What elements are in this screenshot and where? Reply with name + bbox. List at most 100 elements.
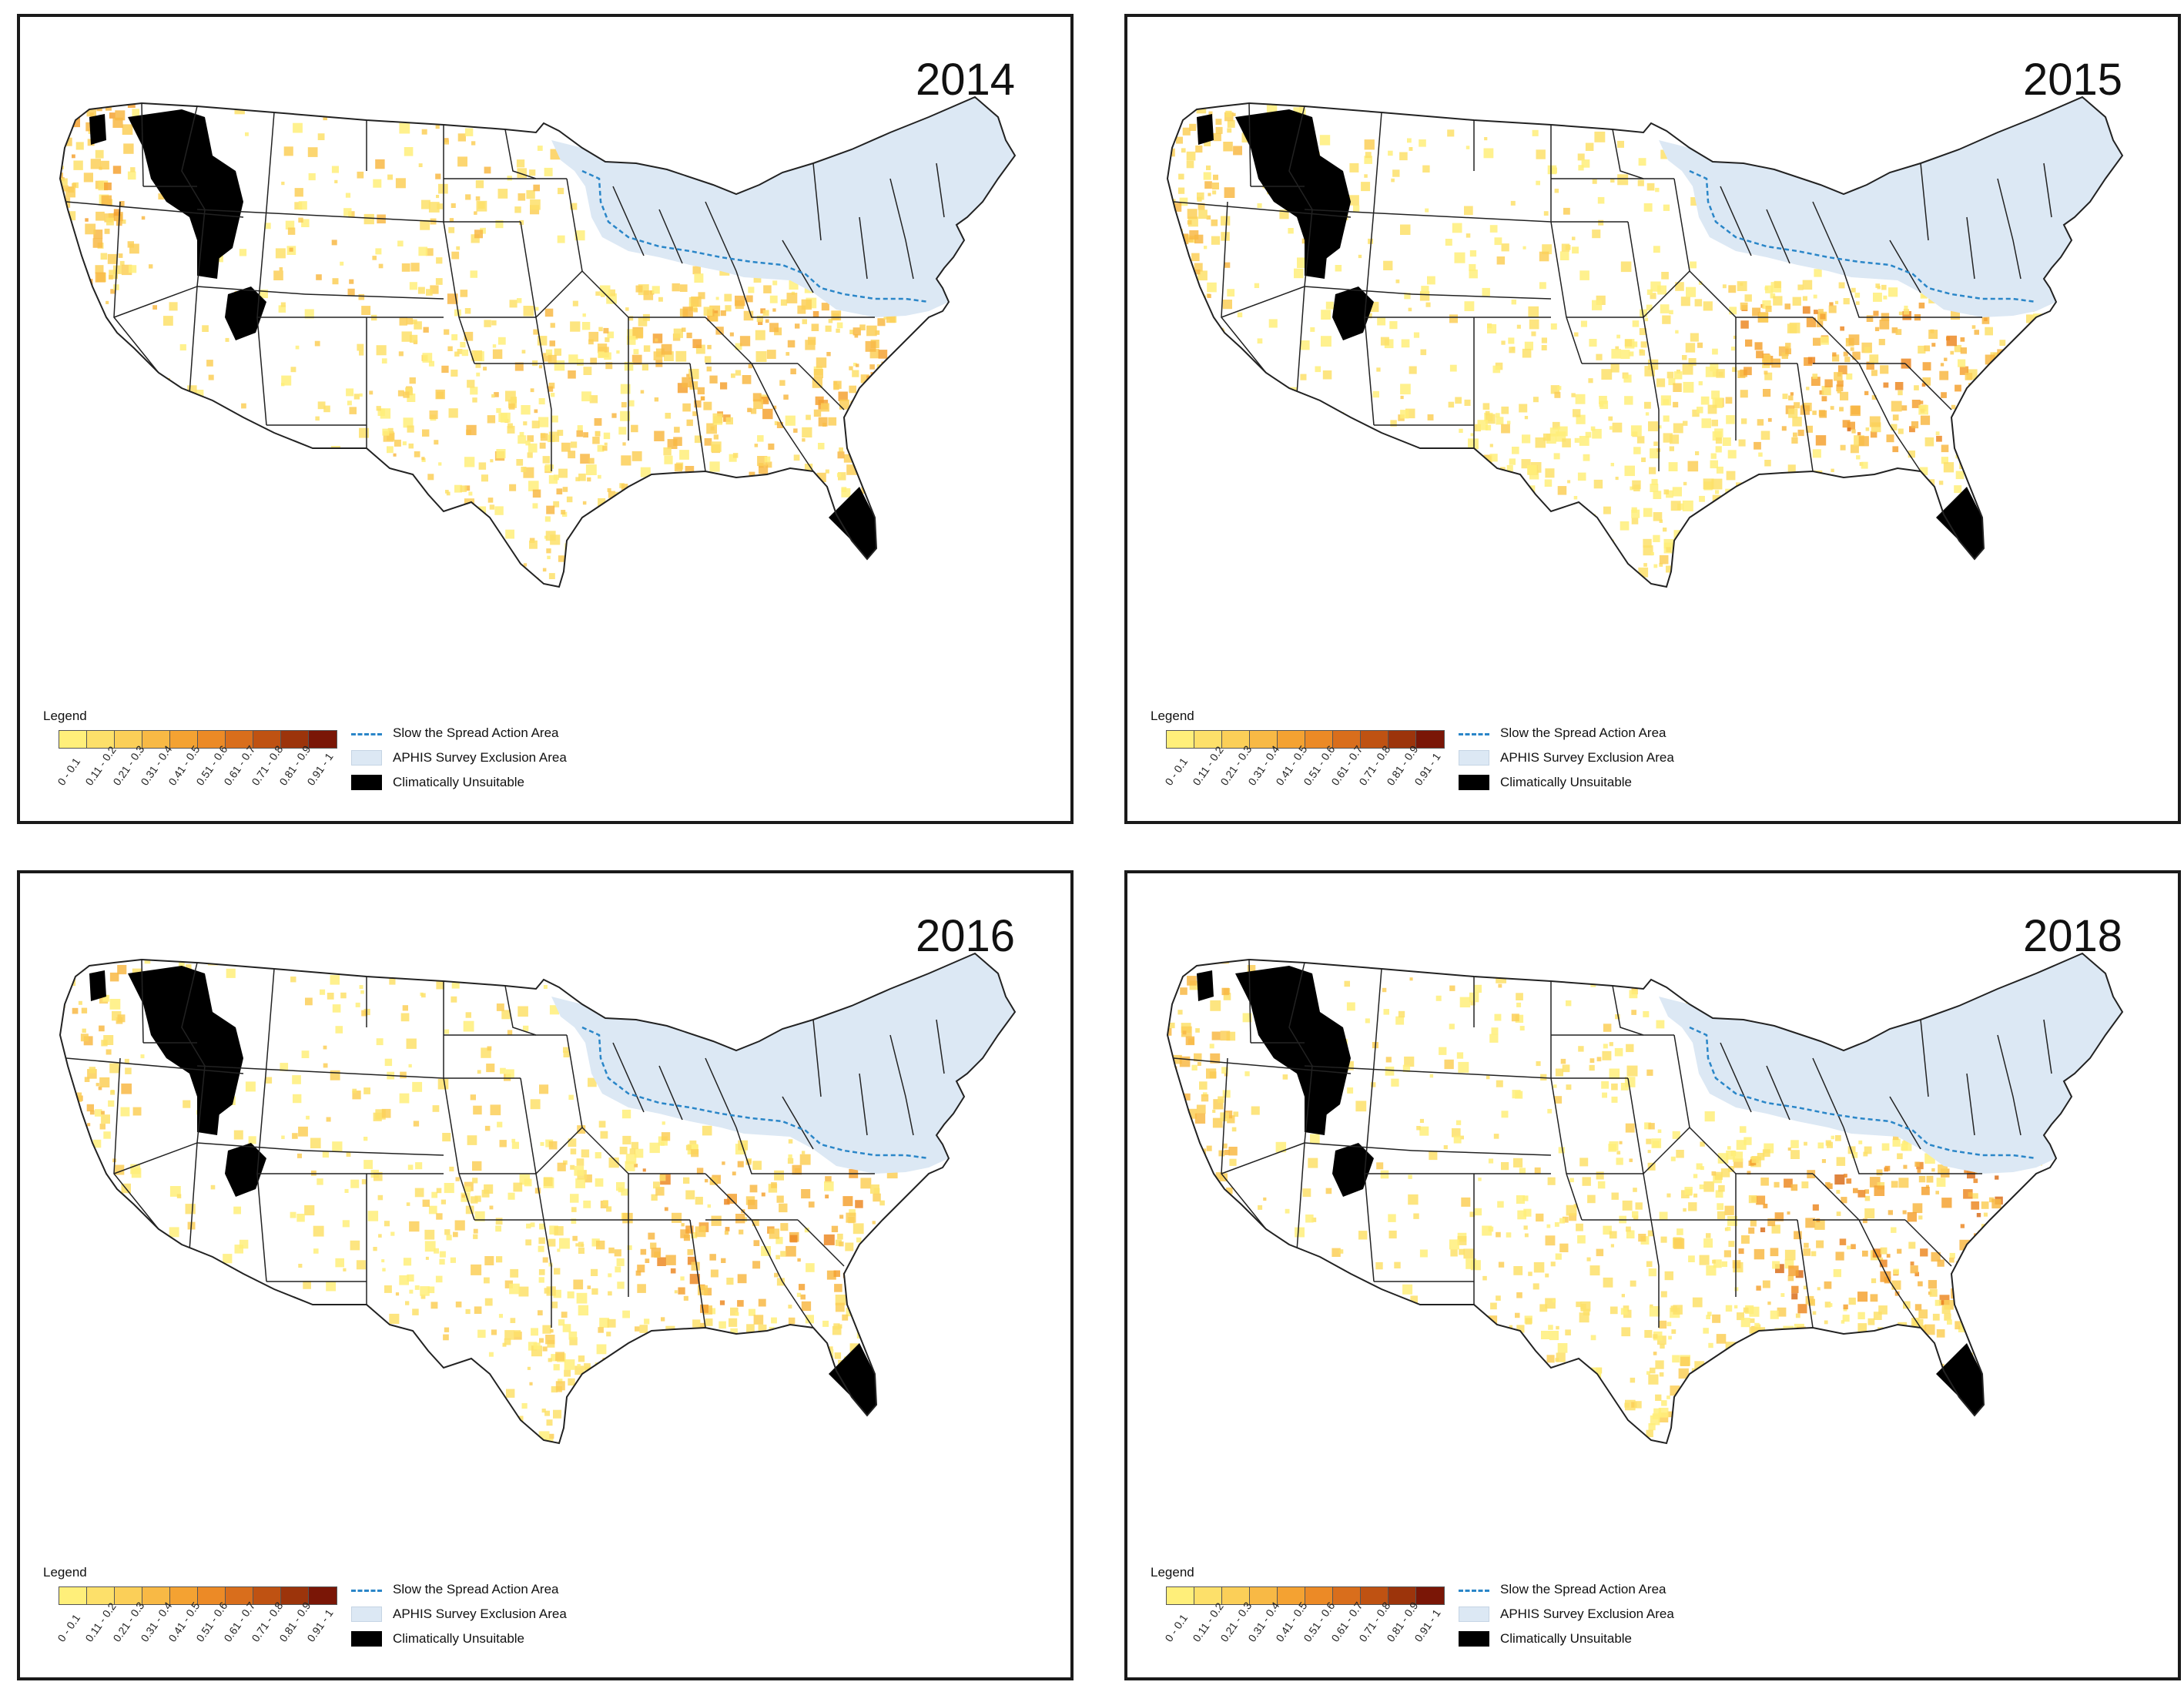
- ramp-swatch: [142, 1587, 170, 1604]
- ramp-swatch: [1388, 1587, 1416, 1604]
- ramp-label: 0.31 - 0.4: [1245, 743, 1282, 788]
- aphis-exclusion-area: [551, 953, 1015, 1174]
- ramp-swatch: [281, 1587, 309, 1604]
- legend-unsuitable: Climatically Unsuitable: [351, 775, 524, 790]
- aphis-exclusion-area: [1659, 953, 2122, 1174]
- map-panel-2015: 2015 Legend 0 - 0.1 0.11 - 0.2 0.21 - 0.3 0…: [1124, 14, 2181, 824]
- ramp-label: 0.81 - 0.9: [276, 743, 313, 788]
- ramp-label: 0 - 0.1: [1162, 755, 1191, 788]
- ramp-label: 0.91 - 1: [1412, 750, 1443, 788]
- us-map: [59, 95, 1017, 588]
- ramp-swatch: [1416, 731, 1444, 748]
- ramp-label: 0.61 - 0.7: [1328, 1600, 1365, 1644]
- legend-title: Legend: [1151, 709, 1194, 723]
- legend-unsuitable-label: Climatically Unsuitable: [393, 775, 525, 789]
- state-boundaries: [1173, 102, 2052, 472]
- us-outline: [59, 95, 1017, 588]
- ramp-label: 0.51 - 0.6: [1301, 743, 1338, 788]
- ramp-label: 0.21 - 0.3: [1218, 743, 1254, 788]
- legend-color-ramp: [59, 730, 337, 749]
- legend-title: Legend: [43, 1565, 87, 1580]
- legend-unsuitable: Climatically Unsuitable: [351, 1631, 524, 1647]
- ramp-swatch: [281, 731, 309, 748]
- legend-aphis-label: APHIS Survey Exclusion Area: [393, 1607, 567, 1621]
- legend-color-ramp: [59, 1586, 337, 1605]
- ramp-swatch: [1361, 731, 1388, 748]
- legend-slow-spread-label: Slow the Spread Action Area: [1500, 725, 1666, 740]
- ramp-swatch: [1388, 731, 1416, 748]
- ramp-label: 0.81 - 0.9: [1384, 1600, 1421, 1644]
- ramp-swatch: [1416, 1587, 1444, 1604]
- legend-ramp-labels: 0 - 0.1 0.11 - 0.2 0.21 - 0.3 0.31 - 0.4 0.4…: [55, 743, 339, 819]
- unsuitable-swatch-icon: [351, 1631, 382, 1647]
- ramp-swatch: [253, 731, 281, 748]
- ramp-swatch: [170, 1587, 198, 1604]
- legend-aphis: APHIS Survey Exclusion Area: [1459, 1607, 1674, 1622]
- ramp-label: 0.91 - 1: [304, 750, 336, 788]
- ramp-swatch: [1333, 1587, 1361, 1604]
- ramp-swatch: [59, 731, 87, 748]
- ramp-label: 0.41 - 0.5: [1273, 743, 1310, 788]
- ramp-label: 0.11 - 0.2: [82, 743, 119, 788]
- ramp-label: 0.51 - 0.6: [193, 1600, 230, 1644]
- legend-slow-spread-label: Slow the Spread Action Area: [1500, 1582, 1666, 1596]
- exclusion-swatch-icon: [1459, 1607, 1489, 1622]
- dashed-line-icon: [1459, 732, 1489, 735]
- ramp-swatch: [226, 1587, 253, 1604]
- legend-slow-spread-label: Slow the Spread Action Area: [393, 1582, 559, 1596]
- us-map: [1166, 95, 2124, 588]
- ramp-label: 0.81 - 0.9: [1384, 743, 1421, 788]
- us-map: [59, 952, 1017, 1445]
- ramp-label: 0.71 - 0.8: [249, 1600, 286, 1644]
- us-outline: [1166, 952, 2124, 1445]
- ramp-label: 0.61 - 0.7: [221, 1600, 258, 1644]
- state-boundaries: [65, 959, 945, 1328]
- ramp-label: 0 - 0.1: [1162, 1611, 1191, 1644]
- ramp-swatch: [1250, 1587, 1278, 1604]
- ramp-swatch: [1194, 731, 1222, 748]
- ramp-swatch: [115, 731, 142, 748]
- ramp-label: 0.21 - 0.3: [110, 743, 147, 788]
- ramp-swatch: [1250, 731, 1278, 748]
- ramp-label: 0.41 - 0.5: [1273, 1600, 1310, 1644]
- ramp-label: 0.41 - 0.5: [166, 743, 203, 788]
- legend-color-ramp: [1166, 1586, 1445, 1605]
- ramp-swatch: [198, 731, 226, 748]
- ramp-label: 0.31 - 0.4: [138, 1600, 175, 1644]
- ramp-swatch: [87, 731, 115, 748]
- aphis-exclusion-area: [551, 97, 1015, 317]
- ramp-label: 0.31 - 0.4: [138, 743, 175, 788]
- dashed-line-icon: [351, 1589, 382, 1592]
- ramp-swatch: [1361, 1587, 1388, 1604]
- ramp-swatch: [309, 1587, 337, 1604]
- legend-unsuitable-label: Climatically Unsuitable: [1500, 775, 1633, 789]
- legend-unsuitable: Climatically Unsuitable: [1459, 1631, 1632, 1647]
- ramp-swatch: [1305, 1587, 1333, 1604]
- ramp-label: 0.51 - 0.6: [1301, 1600, 1338, 1644]
- ramp-label: 0.11 - 0.2: [82, 1600, 119, 1644]
- map-panel-2018: 2018 Legend 0 - 0.1 0.11 - 0.2 0.21 - 0.3 0…: [1124, 870, 2181, 1680]
- ramp-label: 0.71 - 0.8: [1356, 743, 1393, 788]
- legend-slow-spread: Slow the Spread Action Area: [1459, 1582, 1666, 1597]
- legend-unsuitable: Climatically Unsuitable: [1459, 775, 1632, 790]
- ramp-swatch: [1167, 731, 1194, 748]
- ramp-label: 0.21 - 0.3: [1218, 1600, 1254, 1644]
- ramp-swatch: [198, 1587, 226, 1604]
- legend-aphis: APHIS Survey Exclusion Area: [1459, 750, 1674, 766]
- legend-aphis-label: APHIS Survey Exclusion Area: [393, 750, 567, 765]
- unsuitable-swatch-icon: [351, 775, 382, 790]
- panel-year-title: 2016: [915, 911, 1015, 961]
- map-panel-2014: 2014 Legend 0 - 0.1 0.11 - 0.2 0.21 - 0.3 0…: [17, 14, 1074, 824]
- ramp-label: 0.51 - 0.6: [193, 743, 230, 788]
- exclusion-swatch-icon: [351, 750, 382, 766]
- ramp-swatch: [59, 1587, 87, 1604]
- legend-slow-spread: Slow the Spread Action Area: [351, 1582, 558, 1597]
- dashed-line-icon: [1459, 1589, 1489, 1592]
- ramp-swatch: [1222, 1587, 1250, 1604]
- ramp-swatch: [309, 731, 337, 748]
- legend-ramp-labels: 0 - 0.1 0.11 - 0.2 0.21 - 0.3 0.31 - 0.4 0.4…: [55, 1600, 339, 1676]
- ramp-label: 0.11 - 0.2: [1190, 743, 1226, 788]
- ramp-swatch: [142, 731, 170, 748]
- legend-title: Legend: [43, 709, 87, 723]
- ramp-label: 0 - 0.1: [55, 755, 83, 788]
